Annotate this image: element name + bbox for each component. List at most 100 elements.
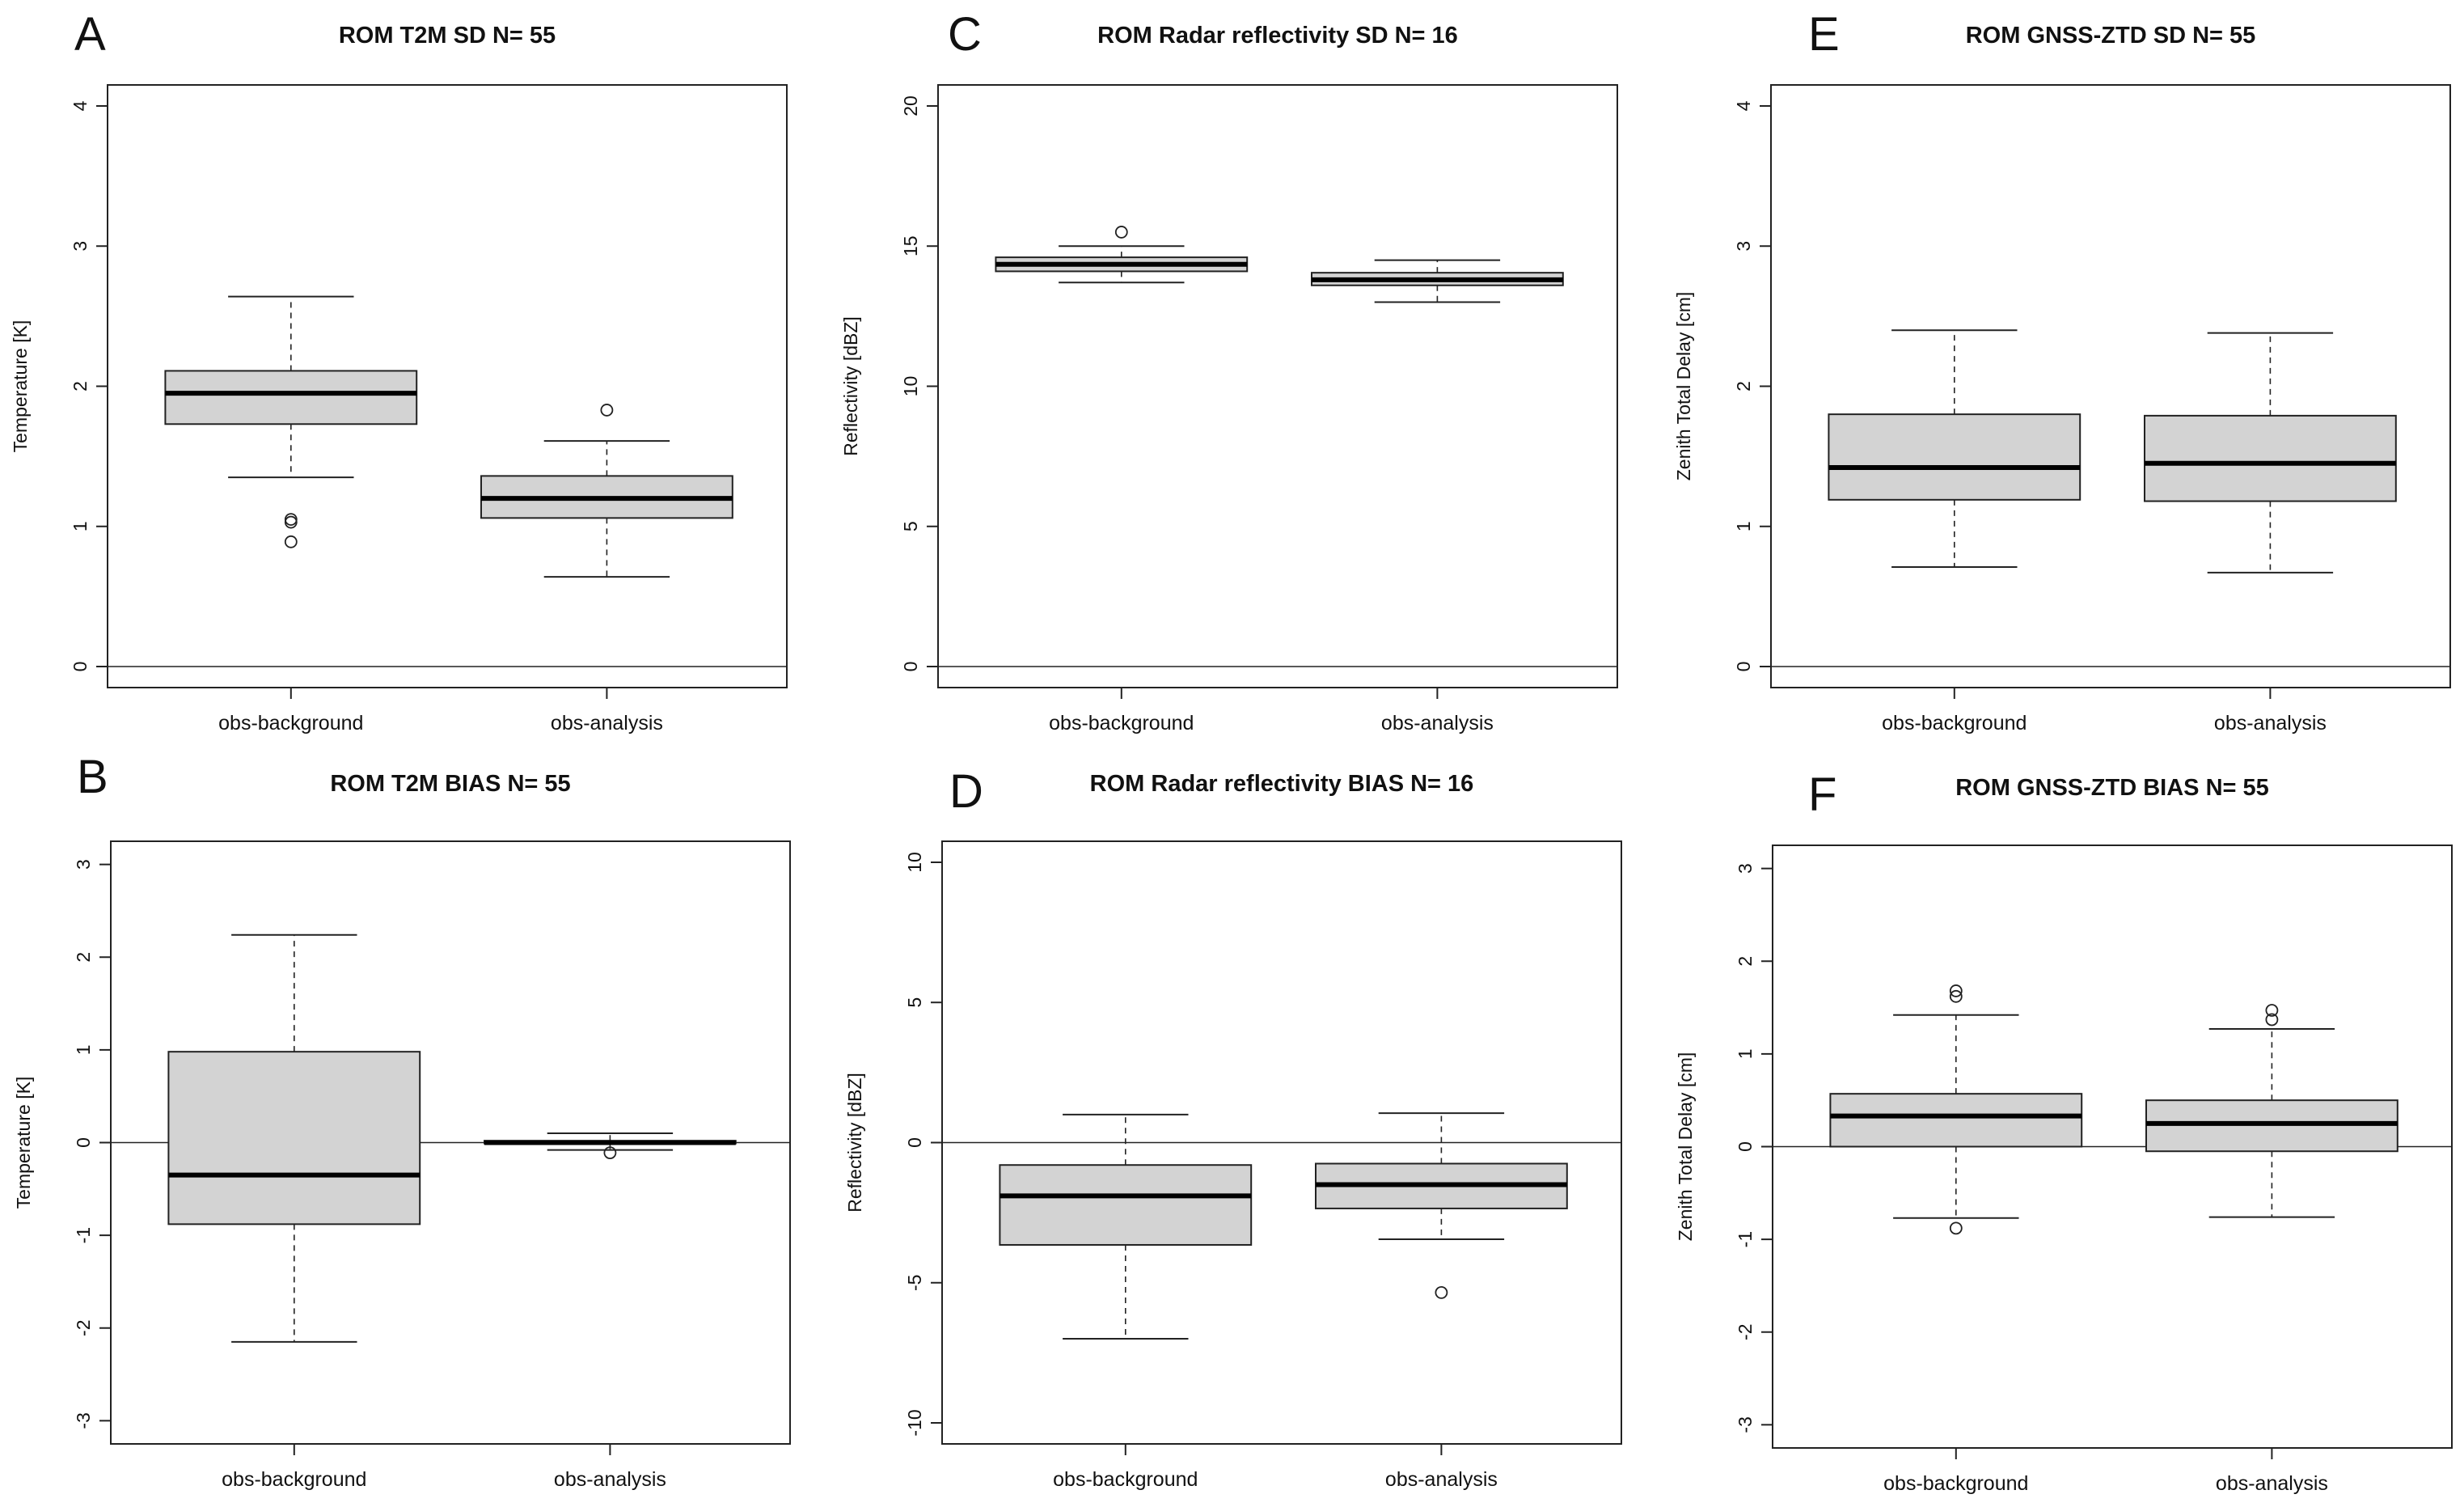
box-obs-background bbox=[1829, 984, 2083, 1235]
x-category-label: obs-analysis bbox=[551, 712, 663, 734]
panel-e: E ROM GNSS-ZTD SD N= 55 0 1 2 3 4 Zenith Total … bbox=[1673, 8, 2451, 734]
y-tick-label: 0 bbox=[73, 1137, 94, 1148]
box-obs-analysis bbox=[484, 1132, 737, 1160]
y-axis-label: Zenith Total Delay [cm] bbox=[1673, 292, 1694, 481]
y-tick-label: 1 bbox=[70, 521, 91, 531]
panel-f: F ROM GNSS-ZTD BIAS N= 55 -3 -2 -1 0 1 2 3 Zenith… bbox=[1675, 768, 2453, 1495]
chart-title: ROM GNSS-ZTD BIAS N= 55 bbox=[1955, 775, 2269, 801]
y-tick-label: 1 bbox=[73, 1044, 94, 1055]
y-axis-label: Zenith Total Delay [cm] bbox=[1675, 1052, 1696, 1242]
y-axis-label: Temperature [K] bbox=[13, 1077, 34, 1209]
y-tick-label: -1 bbox=[1735, 1231, 1756, 1247]
iqr-box bbox=[999, 1164, 1253, 1246]
y-tick-label: 3 bbox=[73, 859, 94, 870]
box-obs-background bbox=[164, 295, 418, 548]
x-category-label: obs-analysis bbox=[1381, 712, 1494, 734]
y-tick-label: 2 bbox=[1733, 381, 1754, 392]
y-tick-label: 2 bbox=[1735, 956, 1756, 967]
panel-a: A ROM T2M SD N= 55 0 1 2 3 4 Temperature [K] obs… bbox=[10, 8, 788, 734]
box-obs-analysis bbox=[480, 404, 733, 578]
outlier-point bbox=[2265, 1013, 2279, 1027]
box-obs-background bbox=[1828, 329, 2082, 568]
outlier-point bbox=[603, 1146, 617, 1160]
y-tick-label: -2 bbox=[73, 1320, 94, 1336]
outlier-point bbox=[600, 404, 614, 417]
y-tick-label: -10 bbox=[904, 1409, 925, 1436]
box-obs-analysis bbox=[1315, 1112, 1568, 1299]
y-tick-label: -1 bbox=[73, 1227, 94, 1243]
panel-c: C ROM Radar reflectivity SD N= 16 0 5 10 15 20… bbox=[840, 8, 1618, 734]
outlier-point bbox=[1949, 989, 1963, 1003]
iqr-box bbox=[2144, 414, 2397, 502]
plot-frame bbox=[1770, 84, 2451, 688]
outlier-point bbox=[284, 515, 298, 529]
y-tick-label: 10 bbox=[904, 852, 925, 873]
y-tick-label: 20 bbox=[900, 95, 921, 116]
x-category-label: obs-analysis bbox=[1385, 1468, 1498, 1491]
iqr-box bbox=[167, 1051, 421, 1225]
iqr-box bbox=[1828, 413, 2082, 501]
panel-letter: E bbox=[1808, 8, 1840, 61]
y-tick-label: 0 bbox=[70, 662, 91, 672]
y-tick-label: 0 bbox=[1735, 1141, 1756, 1152]
outlier-point bbox=[1949, 1221, 1963, 1235]
panel-d: D ROM Radar reflectivity BIAS N= 16 -10 -5 0… bbox=[844, 765, 1622, 1491]
panel-b: B ROM T2M BIAS N= 55 -3 -2 -1 0 1 2 3 Temperature… bbox=[13, 751, 791, 1491]
box-obs-background bbox=[999, 1113, 1253, 1340]
y-tick-label: 3 bbox=[70, 241, 91, 252]
outlier-point bbox=[284, 535, 298, 548]
x-category-label: obs-background bbox=[1049, 712, 1194, 734]
y-axis-label: Reflectivity [dBZ] bbox=[840, 316, 861, 456]
box-obs-analysis bbox=[2145, 1004, 2398, 1218]
chart-title: ROM GNSS-ZTD SD N= 55 bbox=[1966, 23, 2256, 49]
x-category-label: obs-background bbox=[1883, 1472, 2028, 1495]
y-tick-label: 4 bbox=[70, 100, 91, 111]
x-category-label: obs-background bbox=[218, 712, 363, 734]
x-category-label: obs-analysis bbox=[2216, 1472, 2328, 1495]
outlier-point bbox=[1949, 984, 1963, 997]
box-obs-background bbox=[995, 226, 1249, 284]
panel-letter: B bbox=[77, 751, 108, 803]
y-axis-label: Temperature [K] bbox=[10, 320, 31, 453]
y-tick-label: 4 bbox=[1733, 100, 1754, 111]
panel-letter: A bbox=[74, 8, 106, 61]
panel-letter: D bbox=[949, 765, 983, 818]
chart-title: ROM T2M SD N= 55 bbox=[339, 23, 556, 49]
outlier-point bbox=[2265, 1004, 2279, 1017]
box-obs-analysis bbox=[2144, 332, 2397, 574]
outlier-point bbox=[1435, 1285, 1448, 1299]
panel-letter: C bbox=[948, 8, 982, 61]
y-tick-label: 0 bbox=[1733, 662, 1754, 672]
x-category-label: obs-background bbox=[222, 1468, 366, 1491]
y-tick-label: 1 bbox=[1733, 521, 1754, 531]
chart-title: ROM T2M BIAS N= 55 bbox=[330, 771, 570, 797]
chart-title: ROM Radar reflectivity BIAS N= 16 bbox=[1090, 771, 1474, 797]
y-tick-label: 1 bbox=[1735, 1048, 1756, 1059]
y-tick-label: 10 bbox=[900, 376, 921, 397]
outlier-point bbox=[284, 513, 298, 526]
plot-frame bbox=[937, 84, 1618, 688]
y-tick-label: 2 bbox=[73, 952, 94, 963]
y-tick-label: 0 bbox=[904, 1137, 925, 1148]
outlier-point bbox=[1114, 226, 1128, 239]
x-category-label: obs-background bbox=[1053, 1468, 1198, 1491]
y-tick-label: 0 bbox=[900, 662, 921, 672]
x-category-label: obs-analysis bbox=[554, 1468, 666, 1491]
y-tick-label: 2 bbox=[70, 381, 91, 392]
y-tick-label: -2 bbox=[1735, 1324, 1756, 1340]
x-category-label: obs-background bbox=[1882, 712, 2027, 734]
y-tick-label: 3 bbox=[1733, 241, 1754, 252]
panel-letter: F bbox=[1808, 768, 1836, 821]
iqr-box bbox=[164, 370, 418, 425]
y-tick-label: 5 bbox=[904, 997, 925, 1008]
box-obs-analysis bbox=[1311, 259, 1564, 303]
iqr-box bbox=[1829, 1093, 2083, 1148]
box-obs-background bbox=[167, 933, 421, 1343]
chart-title: ROM Radar reflectivity SD N= 16 bbox=[1097, 23, 1458, 49]
y-tick-label: -5 bbox=[904, 1275, 925, 1291]
x-category-label: obs-analysis bbox=[2214, 712, 2327, 734]
y-tick-label: -3 bbox=[1735, 1416, 1756, 1433]
y-tick-label: 5 bbox=[900, 521, 921, 531]
y-tick-label: 3 bbox=[1735, 863, 1756, 874]
